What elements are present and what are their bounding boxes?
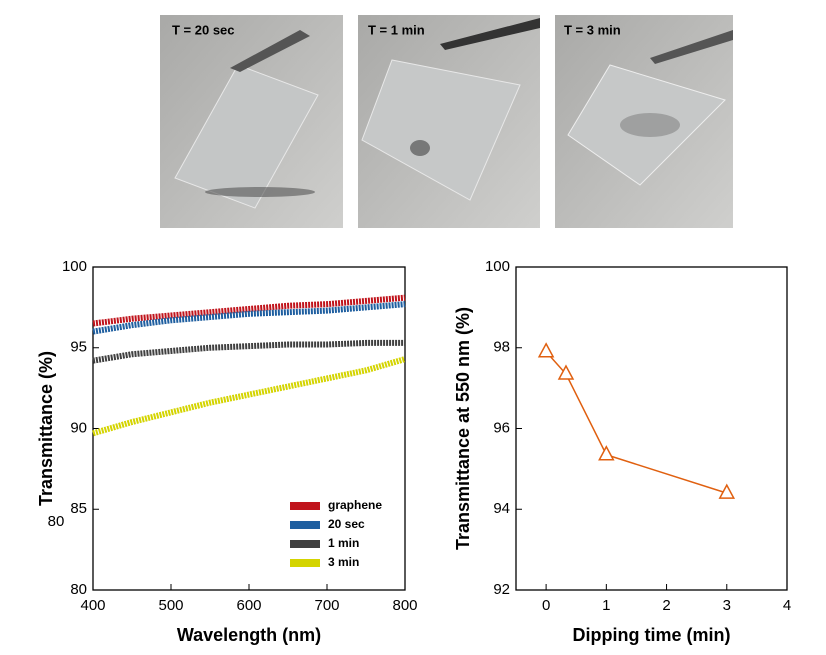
- y-axis-title: Transmittance (%): [36, 351, 56, 506]
- y-tick-label: 95: [70, 339, 87, 356]
- legend-swatch: [290, 502, 320, 510]
- x-axis-title: Dipping time (min): [573, 625, 731, 645]
- data-point: [557, 364, 575, 380]
- data-line: [92, 301, 406, 335]
- data-line: [92, 339, 405, 364]
- photo-label: T = 20 sec: [172, 22, 235, 37]
- y-tick-label: 98: [493, 339, 510, 356]
- x-tick-label: 4: [783, 597, 791, 614]
- legend-label: 3 min: [328, 555, 359, 569]
- legend-swatch: [290, 521, 320, 529]
- x-tick-label: 800: [392, 597, 417, 614]
- y-tick-label: 80: [70, 581, 87, 598]
- x-tick-label: 400: [80, 597, 105, 614]
- legend-label: 20 sec: [328, 517, 365, 531]
- photo-label: T = 3 min: [564, 22, 621, 37]
- photo-label: T = 1 min: [368, 22, 425, 37]
- y-tick-label: 90: [70, 419, 87, 436]
- data-line: [545, 351, 728, 494]
- legend-label: graphene: [328, 498, 382, 512]
- x-tick-label: 2: [662, 597, 670, 614]
- x-axis-title: Wavelength (nm): [177, 625, 321, 645]
- y-tick-label: 94: [493, 500, 510, 517]
- photo: T = 3 min: [555, 15, 733, 228]
- y-tick-label: 100: [62, 258, 87, 275]
- x-tick-label: 3: [723, 597, 731, 614]
- x-tick-label: 1: [602, 597, 610, 614]
- x-tick-label: 0: [542, 597, 550, 614]
- photo: T = 20 sec: [160, 15, 343, 228]
- y-tick-label: 100: [485, 258, 510, 275]
- data-point: [718, 483, 736, 499]
- data-point: [537, 342, 555, 358]
- x-tick-label: 700: [314, 597, 339, 614]
- plot-frame: [515, 266, 788, 591]
- y-tick-label: 96: [493, 419, 510, 436]
- legend-label: 1 min: [328, 536, 359, 550]
- legend-swatch: [290, 540, 320, 548]
- y-axis-title: Transmittance at 550 nm (%): [453, 307, 473, 550]
- annotation: 80: [48, 513, 65, 530]
- y-tick-label: 85: [70, 500, 87, 517]
- data-line: [92, 356, 406, 437]
- y-tick-label: 92: [493, 581, 510, 598]
- data-point: [598, 445, 615, 461]
- legend-swatch: [290, 559, 320, 567]
- x-tick-label: 600: [236, 597, 261, 614]
- data-line: [92, 294, 406, 327]
- photo: T = 1 min: [358, 15, 540, 228]
- x-tick-label: 500: [158, 597, 183, 614]
